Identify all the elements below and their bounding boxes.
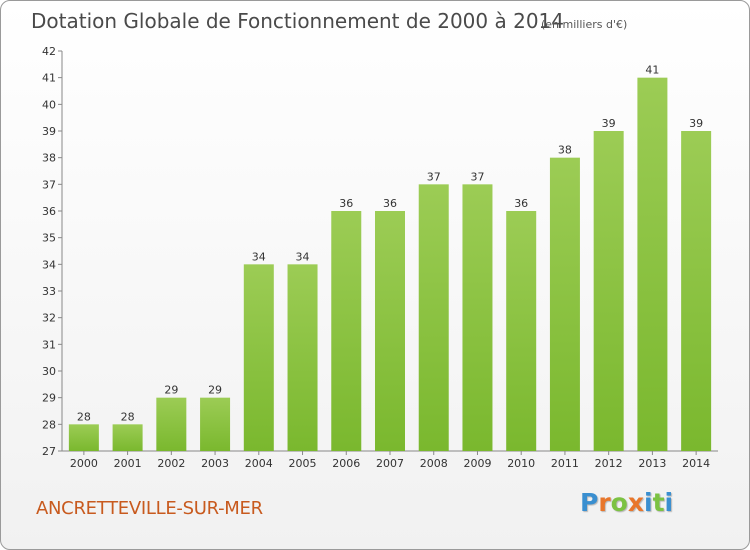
bar [506,211,537,451]
logo-letter: r [598,488,611,517]
logo-letter: i [664,488,674,517]
bar [593,131,624,451]
logo-letter: x [627,488,644,517]
logo-letter: t [652,488,665,517]
x-tick-label: 2005 [289,457,317,470]
logo-letter: i [644,488,653,517]
x-tick-label: 2008 [420,457,448,470]
y-tick-label: 37 [42,178,56,191]
bar [418,184,449,452]
x-tick-label: 2006 [332,457,360,470]
y-tick-label: 30 [42,365,56,378]
y-tick-label: 38 [42,152,56,165]
bar-value-label: 28 [77,410,91,423]
bar-value-label: 36 [514,197,528,210]
y-tick-label: 39 [42,125,56,138]
bar-value-label: 36 [383,197,397,210]
bar-value-label: 38 [558,144,572,157]
x-tick-label: 2004 [245,457,273,470]
bar [287,264,318,451]
x-tick-label: 2011 [551,457,579,470]
chart-bars: 28 28 29 29 34 34 36 36 37 37 36 38 39 41 39 [68,64,712,452]
bar [637,77,668,452]
chart-axes: 27 28 29 30 31 32 33 34 35 36 37 38 39 40 41 42 2000 2001… [42,45,718,470]
bar-value-label: 29 [164,384,178,397]
bar [462,184,493,452]
y-tick-label: 34 [42,258,56,271]
y-tick-label: 36 [42,205,56,218]
bar-value-label: 36 [339,197,353,210]
bar [549,157,580,451]
x-tick-label: 2000 [70,457,98,470]
logo-letter: P [580,488,599,517]
y-tick-label: 31 [42,338,56,351]
bar-value-label: 39 [602,117,616,130]
x-tick-label: 2013 [638,457,666,470]
bar [156,397,187,451]
x-tick-label: 2003 [201,457,229,470]
bar-value-label: 37 [470,170,484,183]
bar [200,397,231,451]
y-tick-label: 42 [42,45,56,58]
bar-value-label: 28 [121,410,135,423]
bar-value-label: 34 [296,250,310,263]
chart-unit: (en milliers d'€) [541,18,628,31]
y-tick-label: 27 [42,445,56,458]
x-tick-label: 2014 [682,457,710,470]
x-tick-label: 2009 [463,457,491,470]
x-tick-label: 2002 [157,457,185,470]
x-tick-label: 2010 [507,457,535,470]
bar-value-label: 39 [689,117,703,130]
proxiti-logo: Proxiti [580,488,673,517]
y-tick-label: 33 [42,285,56,298]
y-tick-label: 32 [42,312,56,325]
chart-title: Dotation Globale de Fonctionnement de 20… [31,9,564,33]
x-tick-label: 2001 [114,457,142,470]
bar-value-label: 34 [252,250,266,263]
y-tick-label: 40 [42,98,56,111]
x-tick-label: 2012 [595,457,623,470]
y-tick-label: 29 [42,392,56,405]
commune-name: ANCRETTEVILLE-SUR-MER [36,498,263,519]
bar [375,211,405,451]
bar [331,211,362,451]
y-tick-label: 28 [42,418,56,431]
y-tick-label: 35 [42,232,56,245]
bar-value-label: 29 [208,384,222,397]
bar [681,131,712,451]
bar [112,424,143,451]
bar [68,424,99,451]
bar-value-label: 37 [427,170,441,183]
bar-value-label: 41 [645,64,659,77]
x-tick-label: 2007 [376,457,404,470]
bar [243,264,274,451]
logo-letter: o [610,488,628,517]
y-tick-label: 41 [42,72,56,85]
